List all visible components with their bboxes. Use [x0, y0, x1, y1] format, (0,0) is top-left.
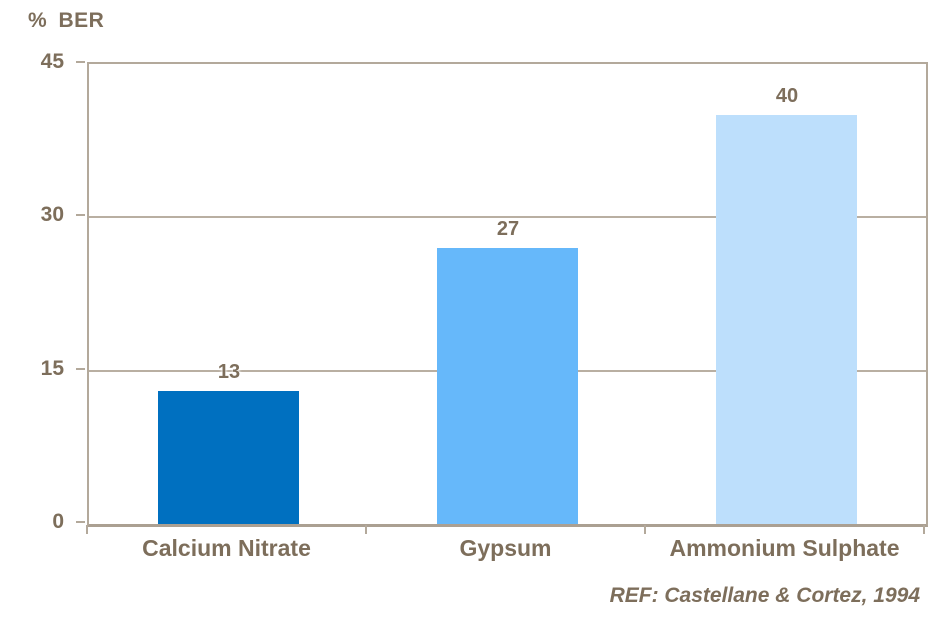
gridline-30 [89, 216, 926, 218]
y-axis-tick-label-0: 0 [52, 510, 64, 533]
bar-value-label-gypsum: 27 [496, 218, 520, 240]
y-axis-tick-mark-15 [76, 368, 85, 370]
y-axis-tick-label-15: 15 [40, 357, 64, 380]
bar-value-label-ammonium-sulphate: 40 [775, 85, 799, 107]
reference-note: REF: Castellane & Cortez, 1994 [609, 584, 920, 607]
bar-ammonium-sulphate [716, 115, 857, 524]
x-axis-tick-mark-2 [644, 525, 646, 534]
y-axis-tick-mark-45 [76, 61, 85, 63]
y-axis-title: % BER [28, 9, 105, 32]
x-axis-tick-mark-3 [923, 525, 925, 534]
bar-gypsum [437, 248, 578, 524]
x-axis-category-label-gypsum: Gypsum [459, 535, 552, 561]
bar-value-label-calcium-nitrate: 13 [217, 361, 241, 383]
x-axis-tick-mark-0 [86, 525, 88, 534]
x-axis-category-label-calcium-nitrate: Calcium Nitrate [142, 535, 311, 561]
x-axis-tick-mark-1 [365, 525, 367, 534]
plot-area: 13 27 40 [87, 62, 928, 527]
x-axis-category-label-ammonium-sulphate: Ammonium Sulphate [669, 535, 900, 561]
y-axis-tick-label-30: 30 [40, 203, 64, 226]
y-axis-tick-label-45: 45 [40, 50, 64, 73]
y-axis-tick-mark-0 [76, 521, 85, 523]
y-axis-tick-mark-30 [76, 214, 85, 216]
bar-calcium-nitrate [158, 391, 299, 524]
